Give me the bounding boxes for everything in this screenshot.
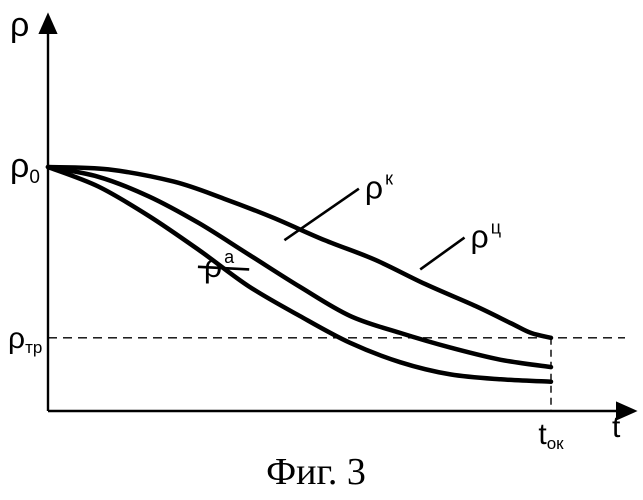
series-line-1: [48, 167, 551, 367]
y-axis-label: ρ: [10, 6, 29, 44]
series-label-0-sup: ц: [491, 218, 501, 238]
series-lines: [48, 167, 551, 382]
labels: ρтрtокρ0ρцρкρа: [8, 147, 564, 453]
x-axis-label: t: [612, 411, 621, 444]
series-leader-0: [420, 238, 464, 270]
series-line-2: [48, 167, 551, 382]
series-label-2-base: ρ: [204, 248, 222, 284]
figure-caption: Фиг. 3: [266, 451, 366, 493]
y-tick-label-0: ρ0: [10, 147, 40, 188]
y-tick-label-0-base: ρ: [10, 147, 29, 185]
y-tick-label-0-sub: 0: [29, 167, 40, 188]
ref-label-y-0-sub: тр: [25, 338, 42, 357]
ref-label-x-1-sub: ок: [547, 434, 564, 453]
series-label-2-sup: а: [224, 247, 235, 267]
series-leader-1: [284, 189, 358, 240]
series-label-0-base: ρ: [471, 219, 489, 255]
series-label-1-base: ρ: [365, 170, 383, 206]
series-label-1: ρк: [365, 169, 393, 206]
ref-label-y-0: ρтр: [8, 322, 42, 357]
ref-label-y-0-base: ρ: [8, 322, 25, 355]
series-label-1-sup: к: [385, 169, 393, 189]
reference-lines: [48, 338, 625, 411]
ref-label-x-1: tок: [538, 418, 564, 453]
series-label-2: ρа: [204, 247, 235, 284]
axes: [48, 22, 628, 411]
series-label-0: ρц: [471, 218, 502, 255]
